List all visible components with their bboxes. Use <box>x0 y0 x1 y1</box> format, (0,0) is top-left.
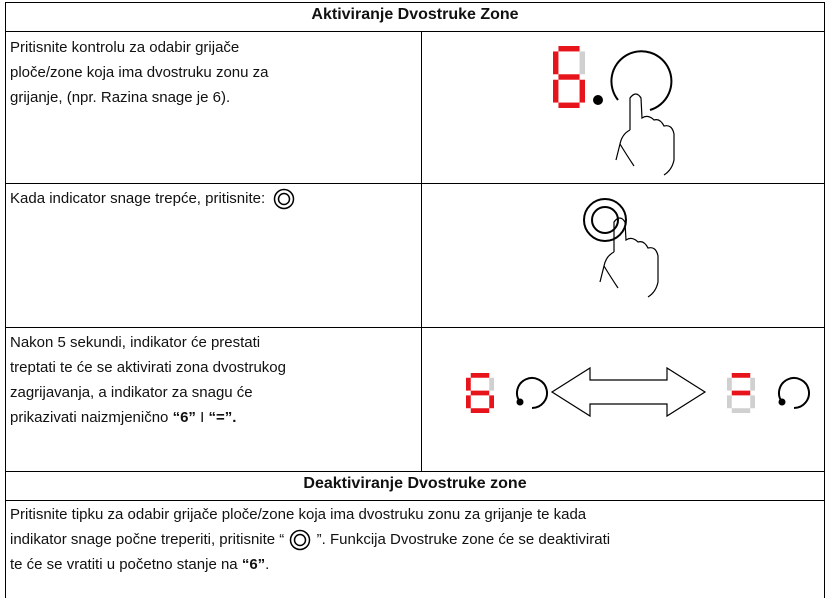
digit-segment <box>750 377 755 391</box>
knob-dot <box>593 95 603 105</box>
digit-display <box>466 373 494 413</box>
knob-dot <box>778 398 786 406</box>
digit-segment <box>489 377 494 391</box>
dual-zone-icon <box>583 198 627 242</box>
digit-segment <box>731 373 751 378</box>
digit-segment <box>466 395 471 409</box>
digit-segment <box>553 51 559 75</box>
digit-display <box>727 373 755 413</box>
dual-zone-icon <box>274 188 295 210</box>
digit-segment <box>553 79 559 103</box>
instruction: Pritisnite kontrolu za odabir grijače plo… <box>10 39 269 106</box>
digit-segment <box>558 46 580 52</box>
digit-segment <box>750 395 755 409</box>
digit-segment <box>727 395 732 409</box>
digit-segment <box>489 395 494 409</box>
knob-dot <box>516 398 524 406</box>
double-arrow <box>550 366 707 418</box>
knob-icon <box>610 50 673 111</box>
digit-segment <box>727 377 732 391</box>
section-title: Aktiviranje Dvostruke Zone <box>311 6 519 23</box>
table-borders <box>5 2 825 598</box>
instruction: Pritisnite tipku za odabir grijače ploče… <box>10 506 611 573</box>
section-title: Deaktiviranje Dvostruke zone <box>303 475 527 492</box>
digit-segment <box>470 390 490 396</box>
digit-display <box>553 46 585 108</box>
dual-zone-icon <box>290 529 311 551</box>
digit-segment <box>470 408 490 413</box>
finger <box>615 93 675 176</box>
finger <box>599 217 659 298</box>
knob-icon <box>516 377 810 409</box>
digit-segment <box>558 102 580 108</box>
digit-segment <box>470 373 490 378</box>
digit-segment <box>579 51 585 75</box>
digit-segment <box>466 377 471 391</box>
digit-segment <box>579 79 585 103</box>
digit-segment <box>731 408 751 413</box>
digit-segment <box>731 390 751 396</box>
instruction: Nakon 5 sekundi, indikator će prestati tr… <box>10 334 286 426</box>
digit-segment <box>558 74 580 80</box>
instruction: Kada indicator snage trepće, pritisnite: <box>10 186 299 211</box>
